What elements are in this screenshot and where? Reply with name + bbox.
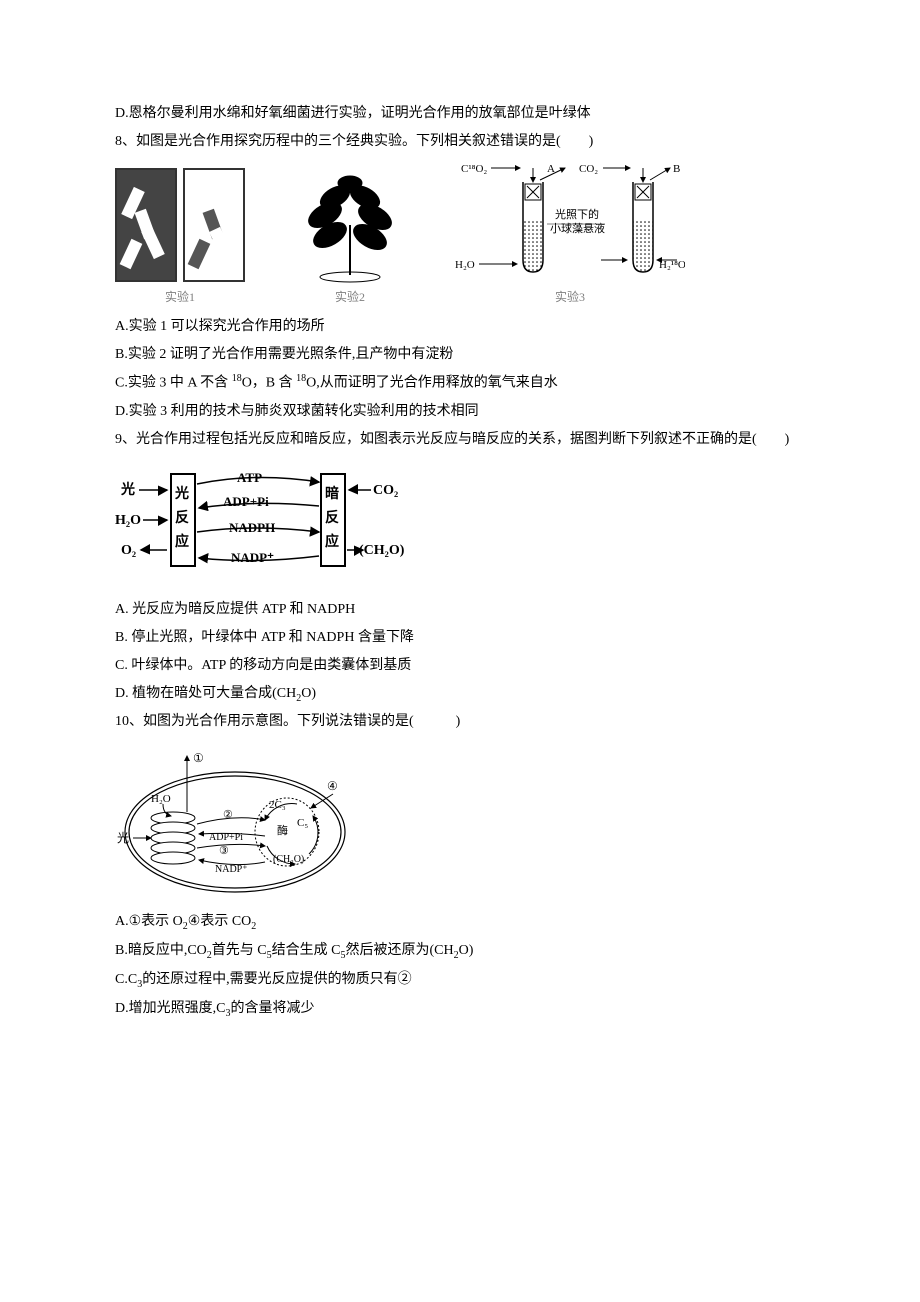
label-c18o2: C¹⁸O₂: [461, 163, 487, 175]
exp1-leaf-a: [115, 168, 177, 282]
tube-b: [633, 182, 653, 272]
q10-figure: ① H₂O 光 ② ADP+Pi ③ NADP⁺ 2C₃ 酶 C₅ (CH₂O): [115, 742, 350, 902]
exp1-leaf-b: [183, 168, 245, 282]
svg-text:光: 光: [117, 831, 129, 845]
svg-text:ADP+Pi: ADP+Pi: [209, 832, 243, 843]
q9-opt-c: C. 叶绿体中。ATP 的移动方向是由类囊体到基质: [115, 652, 805, 680]
svg-text:光: 光: [174, 485, 189, 502]
q9-figure: 光 H₂O O₂ 光 反 应 暗 反 应 ATP ADP+Pi NADPH NA…: [115, 460, 415, 590]
q8-stem: 8、如图是光合作用探究历程中的三个经典实验。下列相关叙述错误的是( ): [115, 128, 805, 156]
exp3-wrap: C¹⁸O₂ A CO₂ B: [455, 160, 685, 309]
svg-text:酶: 酶: [277, 824, 288, 837]
q10-opt-a: A.①表示 O2④表示 CO2: [115, 908, 805, 937]
q10-opt-d: D.增加光照强度,C3的含量将减少: [115, 995, 805, 1024]
svg-text:应: 应: [175, 533, 189, 550]
thylakoid-stack: [151, 812, 195, 864]
svg-text:反: 反: [175, 509, 189, 526]
option-d-prev: D.恩格尔曼利用水绵和好氧细菌进行实验，证明光合作用的放氧部位是叶绿体: [115, 100, 805, 128]
q9-co2: CO₂: [373, 483, 398, 498]
q9-opt-a: A. 光反应为暗反应提供 ATP 和 NADPH: [115, 596, 805, 624]
exp3-image: C¹⁸O₂ A CO₂ B: [455, 160, 685, 285]
svg-text:ATP: ATP: [237, 470, 262, 485]
svg-text:H₂O: H₂O: [151, 793, 171, 805]
exp3-caption: 实验3: [555, 285, 585, 309]
q8-opt-b: B.实验 2 证明了光合作用需要光照条件,且产物中有淀粉: [115, 341, 805, 369]
svg-text:④: ④: [327, 779, 338, 793]
svg-text:②: ②: [223, 809, 233, 821]
svg-text:NADPH: NADPH: [229, 520, 275, 535]
q9-light: 光: [120, 481, 135, 498]
q9-o2: O₂: [121, 543, 136, 558]
exp1-caption: 实验1: [165, 285, 195, 309]
svg-text:反: 反: [325, 509, 339, 526]
svg-text:应: 应: [325, 533, 339, 550]
q10-opt-c: C.C3的还原过程中,需要光反应提供的物质只有②: [115, 966, 805, 995]
exp2-image: [285, 165, 415, 285]
svg-text:NADP⁺: NADP⁺: [231, 550, 274, 565]
q8-opt-c: C.实验 3 中 A 不含 18O，B 含 18O,从而证明了光合作用释放的氧气…: [115, 369, 805, 398]
q9-stem: 9、光合作用过程包括光反应和暗反应，如图表示光反应与暗反应的关系，据图判断下列叙…: [115, 426, 805, 454]
q8-figure: 实验1: [115, 160, 675, 309]
svg-text:NADP⁺: NADP⁺: [215, 864, 248, 875]
q10-opt-b: B.暗反应中,CO2首先与 C5结合生成 C5然后被还原为(CH2O): [115, 937, 805, 966]
svg-text:C₅: C₅: [297, 817, 308, 829]
svg-text:ADP+Pi: ADP+Pi: [223, 494, 269, 509]
q9-opt-b: B. 停止光照，叶绿体中 ATP 和 NADPH 含量下降: [115, 624, 805, 652]
tube-label-2: 小球藻悬液: [550, 221, 605, 235]
label-b: B: [673, 163, 680, 175]
svg-text:暗: 暗: [325, 485, 339, 502]
exp2-wrap: 实验2: [285, 165, 415, 309]
label-h218o: H₂¹⁸O: [659, 259, 685, 271]
q9-opt-d: D. 植物在暗处可大量合成(CH2O): [115, 680, 805, 709]
exp1-wrap: 实验1: [115, 165, 245, 309]
document-page: D.恩格尔曼利用水绵和好氧细菌进行实验，证明光合作用的放氧部位是叶绿体 8、如图…: [0, 0, 920, 1104]
label-h2o-left: H₂O: [455, 259, 475, 271]
exp2-caption: 实验2: [335, 285, 365, 309]
q8-opt-a: A.实验 1 可以探究光合作用的场所: [115, 313, 805, 341]
q8-figure-row: 实验1: [115, 160, 675, 309]
q8-opt-d: D.实验 3 利用的技术与肺炎双球菌转化实验利用的技术相同: [115, 398, 805, 426]
q10-stem: 10、如图为光合作用示意图。下列说法错误的是( ): [115, 708, 805, 736]
q9-h2o: H₂O: [115, 513, 141, 528]
q9-ch2o: (CH₂O): [359, 543, 405, 558]
exp1-image: [115, 165, 245, 285]
svg-text:①: ①: [193, 751, 204, 765]
svg-text:③: ③: [219, 845, 229, 857]
tube-a: [523, 182, 543, 272]
tube-label-1: 光照下的: [555, 207, 599, 221]
label-co2: CO₂: [579, 163, 598, 175]
